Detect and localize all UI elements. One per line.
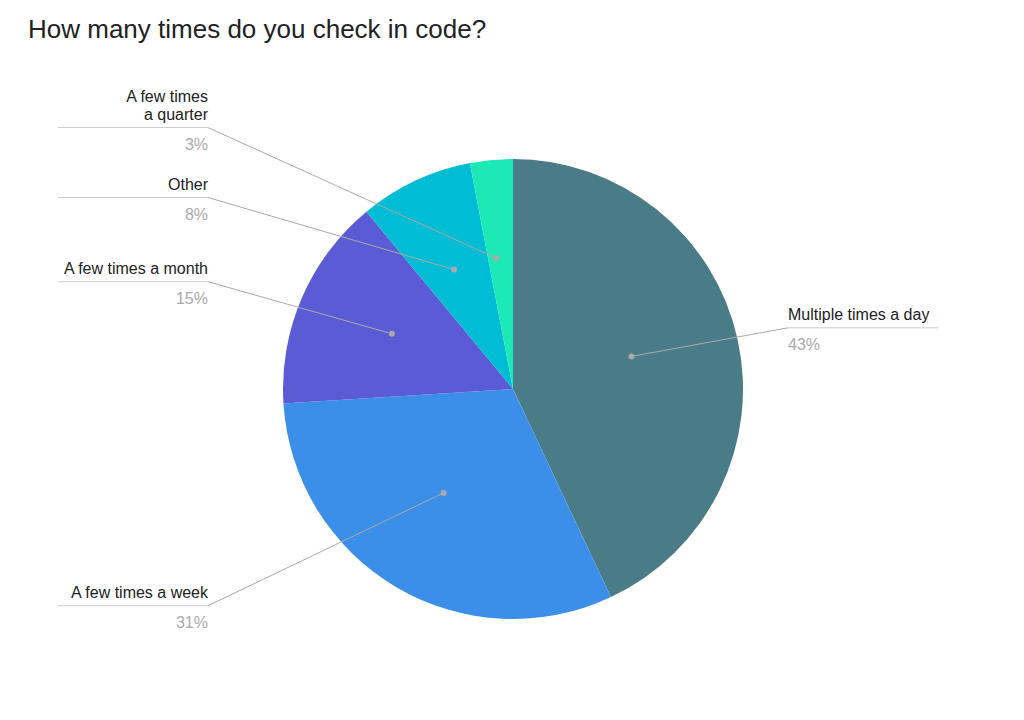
html-text:How many times do you check in: How many times do you check in code? <box>28 14 487 44</box>
svg-text:A few times: A few times <box>126 88 208 105</box>
svg-text:8%: 8% <box>185 206 208 223</box>
svg-text:Multiple times a day: Multiple times a day <box>788 306 929 323</box>
svg-text:A few times a week: A few times a week <box>71 584 209 601</box>
svg-text:3%: 3% <box>185 136 208 153</box>
svg-text:A few times a month: A few times a month <box>64 260 208 277</box>
svg-text:Other: Other <box>168 176 209 193</box>
svg-text:43%: 43% <box>788 336 820 353</box>
svg-text:15%: 15% <box>176 290 208 307</box>
svg-text:a quarter: a quarter <box>144 106 209 123</box>
svg-text:31%: 31% <box>176 614 208 631</box>
